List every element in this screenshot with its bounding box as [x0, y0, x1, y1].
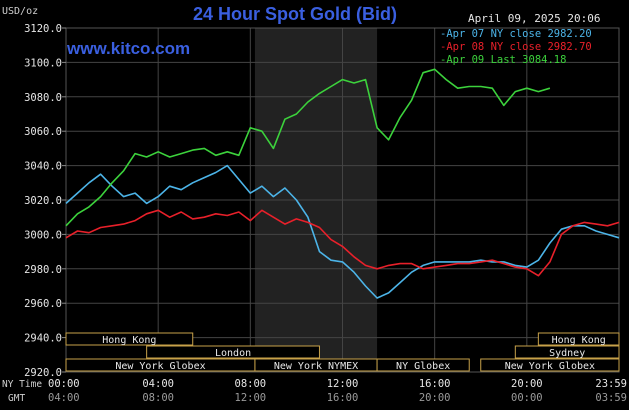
brand-watermark: www.kitco.com	[66, 39, 190, 58]
legend: -Apr 07 NY close 2982.20 -Apr 08 NY clos…	[440, 28, 592, 66]
y-axis-ticks: 3120.0 3100.0 3080.0 3060.0 3040.0 3020.0 3000…	[24, 23, 66, 379]
x-axis-ticks: 00:00 04:00 04:00 08:00 08:00 12:00 12:00 16:00…	[48, 378, 627, 404]
units-label: USD/oz	[2, 6, 38, 17]
trading-sessions: Hong Kong Hong Kong London Sydney New York G…	[65, 332, 620, 372]
session-label: New York NYMEX	[274, 361, 358, 372]
y-tick-label: 2980.0	[24, 264, 62, 276]
session-label: Sydney	[549, 348, 585, 359]
session-box	[146, 345, 320, 359]
session-label: NY Globex	[396, 361, 450, 372]
x-tick-gmt-label: 20:00	[419, 392, 451, 404]
y-tick-label: 3060.0	[24, 126, 62, 138]
x-tick-gmt-label: 08:00	[142, 392, 174, 404]
legend-apr08: -Apr 08 NY close 2982.70	[440, 41, 592, 53]
chart-title: 24 Hour Spot Gold (Bid)	[193, 4, 397, 24]
x-tick-ny-label: 04:00	[142, 378, 174, 390]
session-box	[514, 345, 620, 359]
series-line-apr-09	[65, 68, 551, 227]
session-label: New York Globex	[505, 361, 595, 372]
y-tick-label: 2920.0	[24, 367, 62, 379]
y-tick-label: 3080.0	[24, 92, 62, 104]
y-tick-label: 3020.0	[24, 195, 62, 207]
y-tick-label: 3040.0	[24, 161, 62, 173]
x-tick-gmt-label: 16:00	[327, 392, 359, 404]
x-tick-gmt-label: 00:00	[511, 392, 543, 404]
x-tick-ny-label: 23:59	[595, 378, 627, 390]
y-tick-label: 3120.0	[24, 23, 62, 35]
ny-time-row-label: NY Time	[2, 379, 42, 390]
session-box	[376, 358, 470, 372]
y-tick-label: 3000.0	[24, 229, 62, 241]
legend-apr07: -Apr 07 NY close 2982.20	[440, 28, 592, 40]
x-tick-ny-label: 20:00	[511, 378, 543, 390]
x-tick-ny-label: 12:00	[327, 378, 359, 390]
session-label: Hong Kong	[102, 335, 156, 346]
legend-apr09: -Apr 09 Last 3084.18	[440, 54, 566, 66]
x-tick-ny-label: 00:00	[48, 378, 80, 390]
x-tick-gmt-label: 04:00	[48, 392, 80, 404]
session-label: New York Globex	[115, 361, 205, 372]
y-tick-label: 2960.0	[24, 298, 62, 310]
session-label: London	[215, 348, 251, 359]
series-line-apr-08	[65, 209, 620, 277]
series-line-apr-07	[65, 164, 620, 299]
session-box	[65, 332, 194, 346]
y-tick-label: 3100.0	[24, 57, 62, 69]
x-tick-ny-label: 08:00	[235, 378, 267, 390]
gmt-row-label: GMT	[8, 393, 25, 404]
series-lines	[65, 68, 620, 299]
session-box	[480, 358, 620, 372]
x-tick-gmt-label: 03:59	[595, 392, 627, 404]
x-tick-gmt-label: 12:00	[235, 392, 267, 404]
x-tick-ny-label: 16:00	[419, 378, 451, 390]
datetime-label: April 09, 2025 20:06	[468, 12, 600, 25]
session-label: Hong Kong	[552, 335, 606, 346]
y-tick-label: 2940.0	[24, 333, 62, 345]
session-box	[537, 332, 620, 346]
